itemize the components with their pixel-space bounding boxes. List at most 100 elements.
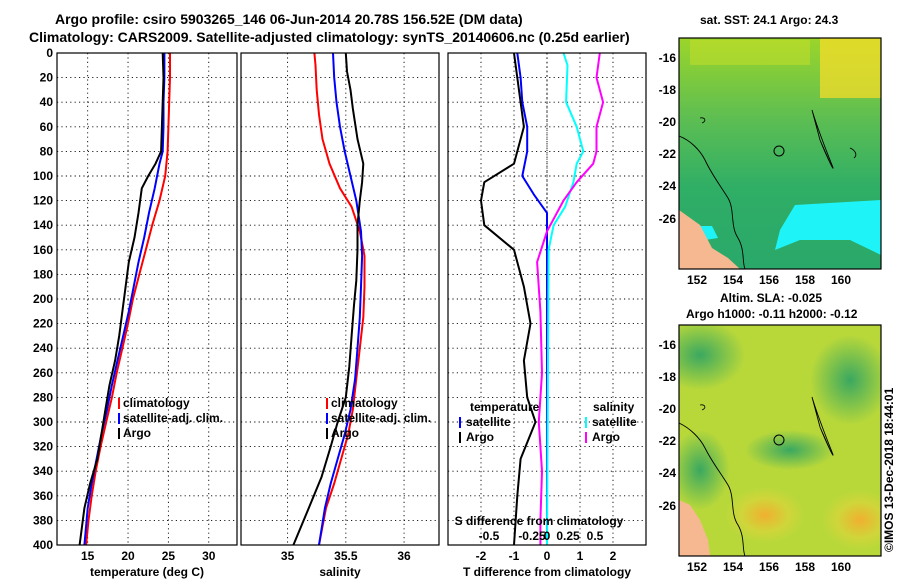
y-tick-label: 380 (33, 513, 53, 527)
map-sla-y-tick: -26 (659, 499, 677, 513)
secondary-tick-label: 0.5 (587, 529, 604, 543)
x-tick-label: 0 (544, 549, 551, 563)
map-sst-x-tick: 156 (759, 273, 779, 287)
series-line-temperature-0 (85, 53, 171, 546)
sla-high-1 (725, 487, 805, 543)
map-sst-x-tick: 158 (795, 273, 815, 287)
y-tick-label: 20 (40, 71, 54, 85)
legend-label: satellite-adj. clim. (331, 411, 431, 425)
y-tick-label: 200 (33, 292, 53, 306)
sst-reef-3 (699, 117, 706, 124)
map-sla-x-tick: 160 (831, 560, 851, 574)
series-line-temperature-2 (78, 52, 165, 546)
map-sst-x-tick: 152 (687, 273, 707, 287)
y-tick-label: 360 (33, 489, 53, 503)
series-line-salinity-2 (292, 52, 365, 546)
sla-low-4 (679, 430, 730, 510)
map-sst-y-tick: -20 (659, 115, 677, 129)
y-tick-label: 280 (33, 390, 53, 404)
map-sst-y-tick: -18 (659, 83, 677, 97)
secondary-axis-label: S difference from climatology (455, 514, 624, 528)
series-line-salinity-0 (313, 52, 366, 546)
credit-label: ©IMOS 13-Dec-2018 18:44:01 (882, 387, 896, 552)
x-tick-label: 30 (202, 549, 216, 563)
series-line-differences-3 (536, 52, 605, 545)
y-tick-label: 400 (33, 538, 53, 552)
sst-cool-patch (775, 200, 881, 255)
sst-reef-1 (811, 109, 834, 169)
x-axis-label: salinity (319, 565, 361, 579)
secondary-tick-label: -0.5 (479, 529, 500, 543)
y-tick-label: 180 (33, 267, 53, 281)
y-tick-label: 220 (33, 317, 53, 331)
map-sla-x-tick: 156 (759, 560, 779, 574)
legend-label: satellite (592, 415, 637, 429)
x-tick-label: 20 (121, 549, 135, 563)
legend-label: satellite-adj. clim. (123, 411, 223, 425)
title-line-2: Climatology: CARS2009. Satellite-adjuste… (29, 29, 630, 45)
sst-warm-band (690, 40, 810, 65)
y-tick-label: 80 (40, 144, 54, 158)
sla-map-title-2: Argo h1000: -0.11 h2000: -0.12 (686, 307, 858, 321)
legend-title-temperature: temperature (470, 400, 540, 414)
sla-high-2 (822, 490, 881, 550)
legend-title-salinity: salinity (593, 400, 635, 414)
x-axis-label: temperature (deg C) (90, 565, 204, 579)
map-sla-y-tick: -20 (659, 402, 677, 416)
x-tick-label: 35.5 (334, 549, 358, 563)
y-tick-label: 40 (40, 95, 54, 109)
y-tick-label: 320 (33, 440, 53, 454)
panel-temperature: 15 20 25 3002040608010012014016018020022024… (33, 46, 238, 579)
map-sst-y-tick: -26 (659, 212, 677, 226)
sla-low-2 (810, 335, 881, 425)
panel-frame-temperature (56, 52, 238, 546)
secondary-tick-label: 0 (544, 529, 551, 543)
legend-label: Argo (466, 430, 494, 444)
sla-reef-3 (699, 404, 706, 411)
panel-frame-differences (447, 52, 647, 546)
y-tick-label: 60 (40, 120, 54, 134)
sla-map: Altim. SLA: -0.025 Argo h1000: -0.11 h20… (678, 291, 882, 557)
x-tick-label: 2 (610, 549, 617, 563)
y-tick-label: 240 (33, 341, 53, 355)
sla-coastline (679, 422, 746, 556)
map-sla-x-tick: 158 (795, 560, 815, 574)
sla-map-frame (678, 324, 882, 557)
sst-reef-2 (849, 147, 857, 159)
map-sst-x-tick: 154 (723, 273, 743, 287)
y-tick-label: 120 (33, 194, 53, 208)
sst-argo-marker (773, 145, 785, 157)
series-line-differences-1 (480, 52, 537, 546)
map-sla-y-tick: -22 (659, 434, 677, 448)
map-sla-y-tick: -18 (659, 370, 677, 384)
sst-land (679, 210, 740, 269)
sla-reef-1 (811, 396, 834, 456)
x-tick-label: -2 (476, 549, 487, 563)
sst-warm-patch (820, 38, 881, 98)
y-tick-label: 260 (33, 366, 53, 380)
legend-label: satellite (466, 415, 511, 429)
sst-coastline (679, 135, 746, 269)
map-sla-y-tick: -16 (659, 338, 677, 352)
legend-label: Argo (592, 430, 620, 444)
x-tick-label: 25 (162, 549, 176, 563)
map-sla-y-tick: -24 (659, 466, 677, 480)
y-tick-label: 300 (33, 415, 53, 429)
secondary-tick-label: -0.25 (518, 529, 546, 543)
x-tick-label: -1 (509, 549, 520, 563)
panel-differences: -2 -1 0 1 2 T difference from climatology temp… (447, 52, 647, 579)
map-sst-y-tick: -16 (659, 51, 677, 65)
sla-map-title-1: Altim. SLA: -0.025 (720, 291, 822, 305)
series-line-differences-2 (546, 52, 585, 546)
secondary-tick-label: 0.25 (556, 529, 580, 543)
title-line-1: Argo profile: csiro 5903265_146 06-Jun-2… (55, 11, 523, 27)
y-tick-label: 340 (33, 464, 53, 478)
legend-label: climatology (123, 396, 190, 410)
map-sst-y-tick: -22 (659, 147, 677, 161)
y-tick-label: 100 (33, 169, 53, 183)
sla-low-1 (679, 325, 745, 390)
x-tick-label: 15 (81, 549, 95, 563)
y-tick-label: 0 (46, 46, 53, 60)
panel-frame-salinity (240, 52, 440, 546)
